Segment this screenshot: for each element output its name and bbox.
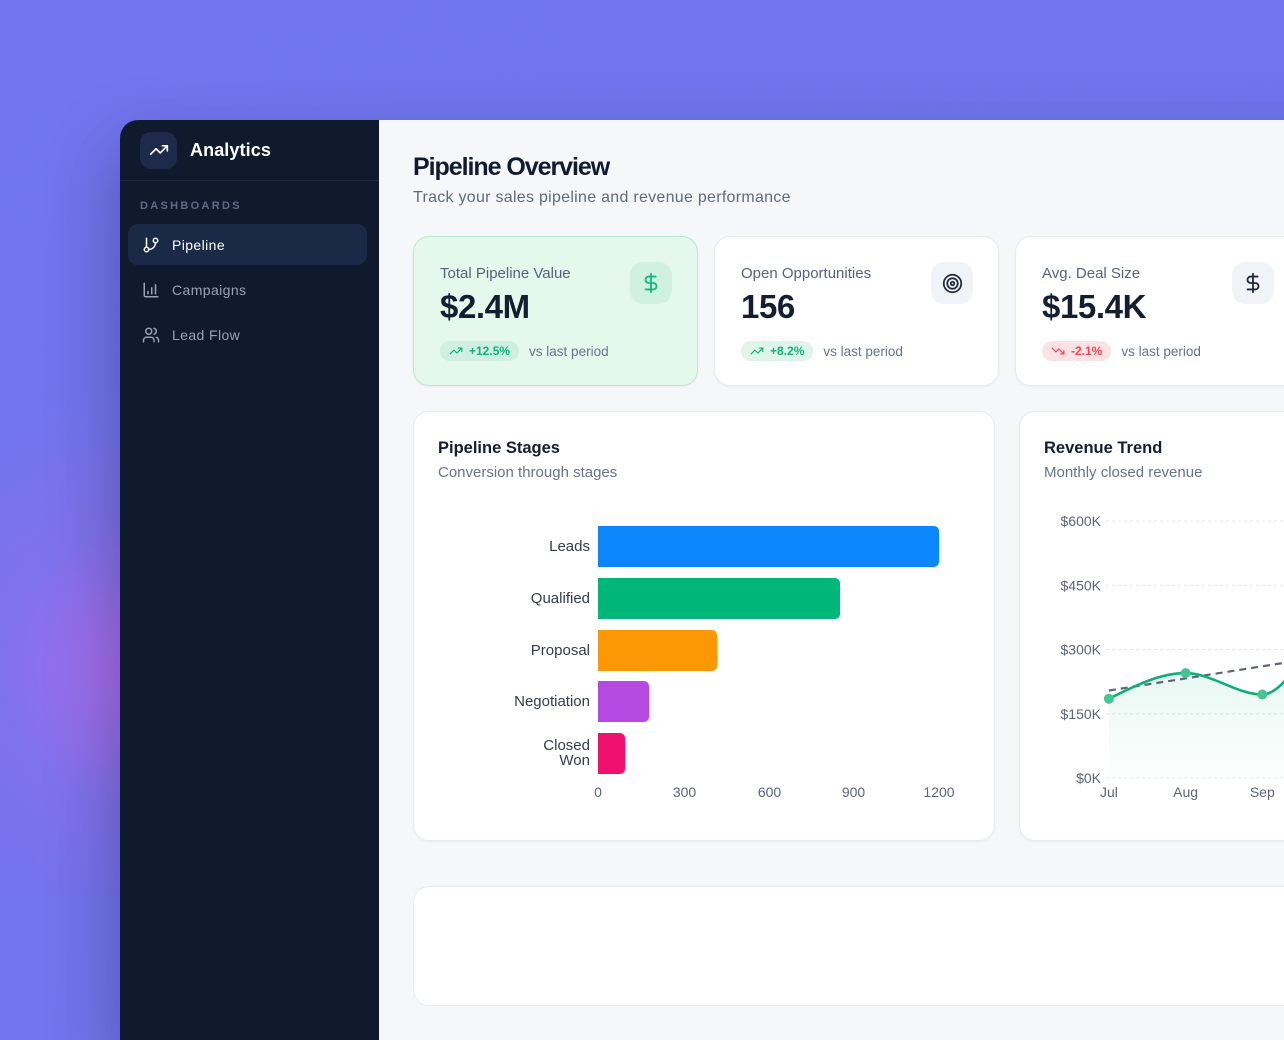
svg-text:$300K: $300K <box>1061 642 1102 658</box>
svg-text:$150K: $150K <box>1061 706 1102 722</box>
svg-text:Sep: Sep <box>1250 784 1275 800</box>
svg-text:Jul: Jul <box>1100 784 1118 800</box>
svg-text:$450K: $450K <box>1061 577 1102 593</box>
svg-text:$600K: $600K <box>1061 513 1102 529</box>
svg-text:$0K: $0K <box>1076 770 1102 786</box>
svg-text:Aug: Aug <box>1173 784 1198 800</box>
